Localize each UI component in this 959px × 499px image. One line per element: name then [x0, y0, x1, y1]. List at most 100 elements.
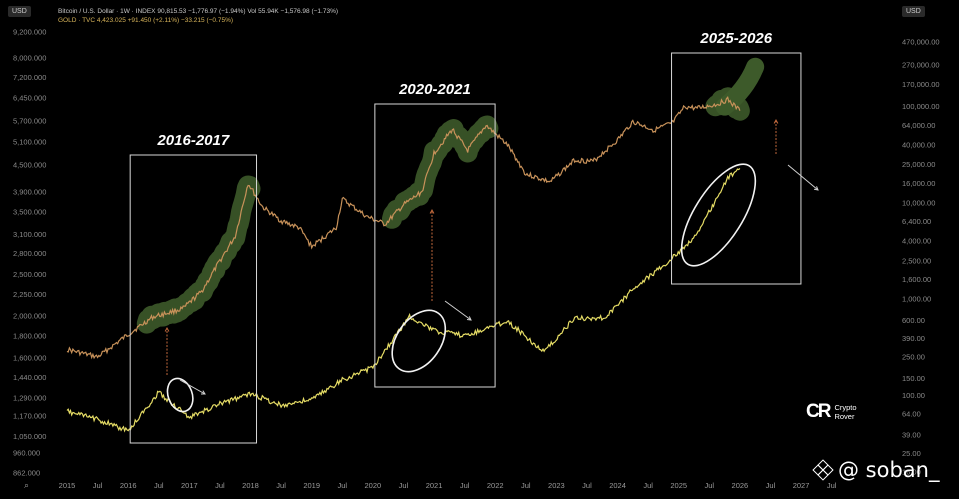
legend-gold: GOLD · TVC 4,423.025 +91.450 (+2.11%) −3…	[58, 17, 233, 24]
right-axis-tick-1: 270,000.00	[902, 61, 940, 70]
btc-series-line	[66, 96, 741, 360]
left-axis-tick-18: 1,170.000	[13, 412, 46, 421]
x-axis-tick-24: 2027	[793, 481, 810, 490]
right-axis-tick-9: 6,400.00	[902, 217, 931, 226]
period-label-1: 2020-2021	[398, 81, 471, 98]
watermark-text: @ soban_	[838, 458, 940, 482]
x-axis-tick-23: Jul	[766, 481, 776, 490]
right-price-axis: 470,000.00 270,000.00 170,000.00 100,000.00…	[902, 38, 940, 477]
time-axis: 2015 Jul 2016 Jul 2017 Jul 2018 Jul 2019 Jul 2020 J…	[59, 481, 837, 490]
right-axis-tick-4: 64,000.00	[902, 121, 935, 130]
highlight-blob-0	[136, 175, 261, 334]
left-axis-tick-13: 2,000.000	[13, 312, 46, 321]
left-axis-tick-19: 1,050.000	[13, 432, 46, 441]
right-axis-tick-13: 1,000.00	[902, 295, 931, 304]
x-axis-tick-13: Jul	[460, 481, 470, 490]
left-price-axis: 9,200.000 8,000.000 7,200.000 6,450.000 5,70…	[13, 28, 46, 478]
projection-blob	[715, 57, 765, 116]
period-box-1	[374, 103, 496, 388]
right-axis-tick-6: 25,000.00	[902, 160, 935, 169]
right-axis-tick-15: 390.00	[902, 334, 925, 343]
brand-logo: CR Crypto Rover	[806, 401, 857, 423]
x-axis-tick-5: Jul	[215, 481, 225, 490]
right-axis-tick-20: 39.00	[902, 430, 921, 439]
arrow-head-1	[429, 208, 435, 214]
watermark: @ soban_	[812, 458, 940, 482]
x-axis-tick-14: 2022	[487, 481, 504, 490]
right-axis-tick-22: 16.00	[902, 468, 921, 477]
right-axis-tick-11: 2,500.00	[902, 256, 931, 265]
x-axis-tick-25: Jul	[827, 481, 837, 490]
brand-line2: Rover	[834, 412, 855, 421]
right-axis-tick-19: 64.00	[902, 410, 921, 419]
period-label-2: 2025-2026	[699, 30, 772, 47]
brand-line1: Crypto	[834, 403, 857, 412]
x-axis-tick-7: Jul	[276, 481, 286, 490]
left-axis-tick-15: 1,600.000	[13, 353, 46, 362]
ellipse-1	[391, 309, 447, 373]
period-box-0	[129, 154, 258, 444]
right-axis-tick-17: 150.00	[902, 374, 925, 383]
x-axis-tick-0: 2015	[59, 481, 76, 490]
left-axis-tick-21: 862.000	[13, 469, 40, 478]
right-axis-tick-21: 25.00	[902, 449, 921, 458]
left-axis-tick-0: 9,200.000	[13, 28, 46, 37]
x-axis-tick-19: Jul	[643, 481, 653, 490]
legend-btc: Bitcoin / U.S. Dollar · 1W · INDEX 90,81…	[58, 8, 338, 15]
right-axis-tick-0: 470,000.00	[902, 38, 940, 47]
highlight-blobs	[136, 57, 765, 334]
left-axis-tick-12: 2,250.000	[13, 290, 46, 299]
right-axis-tick-14: 600.00	[902, 316, 925, 325]
x-axis-tick-3: Jul	[154, 481, 164, 490]
arrow-head-5	[813, 186, 819, 191]
left-axis-tick-6: 4,500.000	[13, 161, 46, 170]
left-axis-tick-10: 2,800.000	[13, 249, 46, 258]
x-axis-tick-6: 2018	[242, 481, 259, 490]
right-axis-tick-3: 100,000.00	[902, 102, 940, 111]
right-axis-tick-16: 250.00	[902, 353, 925, 362]
left-axis-tick-3: 6,450.000	[13, 94, 46, 103]
x-axis-tick-9: Jul	[337, 481, 347, 490]
x-axis-tick-1: Jul	[93, 481, 103, 490]
arrow-line-4	[444, 300, 472, 321]
x-axis-tick-4: 2017	[181, 481, 198, 490]
right-axis-tick-7: 16,000.00	[902, 179, 935, 188]
right-axis-tick-2: 170,000.00	[902, 80, 940, 89]
left-axis-tick-2: 7,200.000	[13, 73, 46, 82]
right-axis-tick-10: 4,000.00	[902, 237, 931, 246]
highlight-blob-1	[382, 115, 499, 229]
x-axis-tick-11: Jul	[399, 481, 409, 490]
period-box-2	[671, 52, 802, 285]
x-axis-tick-22: 2026	[732, 481, 749, 490]
left-axis-tick-1: 8,000.000	[13, 54, 46, 63]
x-axis-tick-18: 2024	[609, 481, 626, 490]
left-axis-tick-9: 3,100.000	[13, 230, 46, 239]
right-axis-tick-5: 40,000.00	[902, 140, 935, 149]
brand-text: Crypto Rover	[834, 403, 856, 421]
x-axis-tick-21: Jul	[705, 481, 715, 490]
crypto-rover-logo-icon: CR	[806, 401, 831, 422]
ellipse-2	[680, 163, 757, 267]
left-axis-tick-7: 3,900.000	[13, 187, 46, 196]
x-axis-tick-20: 2025	[670, 481, 687, 490]
left-axis-tick-11: 2,500.000	[13, 270, 46, 279]
arrow-line-5	[787, 164, 819, 191]
arrow-head-2	[773, 118, 779, 124]
x-axis-tick-12: 2021	[426, 481, 443, 490]
x-axis-tick-8: 2019	[303, 481, 320, 490]
ellipse-0	[166, 377, 194, 413]
period-boxes: 2016-2017 2020-2021 2025-2026	[129, 30, 802, 444]
right-unit-badge: USD	[902, 6, 925, 17]
arrow-head-0	[164, 326, 170, 332]
left-axis-tick-17: 1,290.000	[13, 393, 46, 402]
tradingview-icon[interactable]: ⌕	[24, 480, 30, 490]
x-axis-tick-17: Jul	[582, 481, 592, 490]
overlay-marks	[164, 118, 819, 413]
left-axis-tick-5: 5,100.000	[13, 137, 46, 146]
x-axis-tick-2: 2016	[120, 481, 137, 490]
arrow-head-3	[200, 390, 206, 395]
binance-diamond-icon	[812, 459, 834, 481]
legend: Bitcoin / U.S. Dollar · 1W · INDEX 90,81…	[58, 8, 338, 24]
arrow-head-4	[466, 316, 472, 321]
